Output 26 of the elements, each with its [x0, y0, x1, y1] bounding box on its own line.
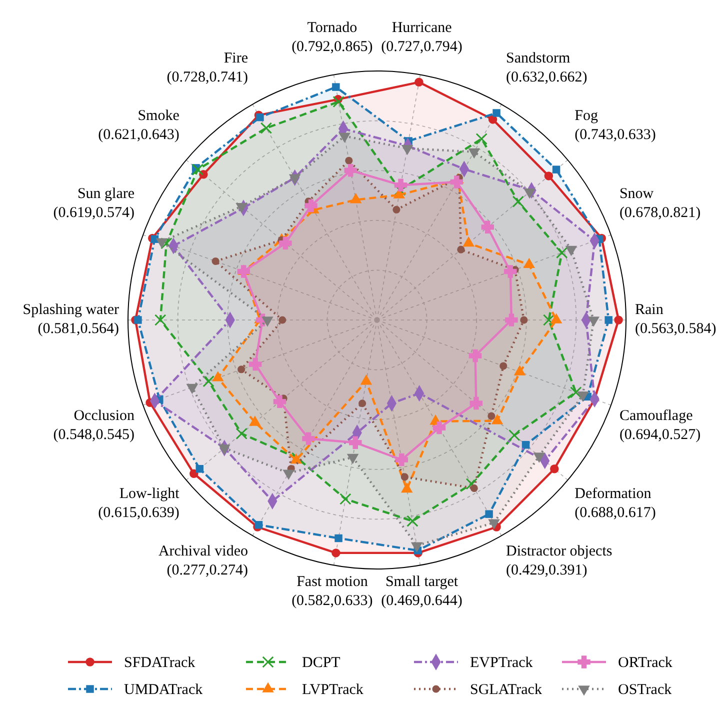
- spoke-label: Sandstorm (0.632,0.662): [506, 50, 588, 86]
- spoke-label: Smoke (0.621,0.643): [98, 108, 180, 144]
- legend-label: EVPTrack: [470, 655, 534, 671]
- legend-label: DCPT: [302, 655, 340, 671]
- spoke-label: Rain (0.563,0.584): [635, 302, 716, 337]
- legend-label: UMDATrack: [124, 682, 204, 698]
- spoke-label: Distractor objects (0.429,0.391): [506, 543, 612, 578]
- spoke-label: Snow (0.678,0.821): [619, 186, 701, 221]
- legend-label: LVPTrack: [302, 682, 364, 698]
- spoke-label: Fog (0.743,0.633): [574, 108, 656, 144]
- legend-label: SGLATrack: [470, 682, 542, 698]
- legend-label: OSTrack: [618, 682, 672, 698]
- spoke-label: Camouflage (0.694,0.527): [619, 408, 701, 444]
- spoke-label: Splashing water (0.581,0.564): [22, 302, 120, 337]
- spoke-label: Tornado (0.792,0.865): [292, 20, 373, 55]
- spoke-label: Deformation (0.688,0.617): [574, 486, 656, 521]
- spoke-label: Sun glare (0.619,0.574): [53, 186, 135, 221]
- spoke-label: Fire (0.728,0.741): [166, 50, 248, 86]
- legend-label: SFDATrack: [124, 655, 196, 671]
- spoke-label: Small target (0.469,0.644): [381, 574, 462, 610]
- spoke-label: Low-light (0.615,0.639): [98, 486, 180, 521]
- legend-label: ORTrack: [618, 655, 673, 671]
- spoke-label: Fast motion (0.582,0.633): [292, 574, 373, 610]
- spoke-label: Hurricane (0.727,0.794): [381, 20, 462, 55]
- spoke-label: Archival video (0.277,0.274): [158, 543, 248, 578]
- spoke-label: Occlusion (0.548,0.545): [53, 408, 136, 444]
